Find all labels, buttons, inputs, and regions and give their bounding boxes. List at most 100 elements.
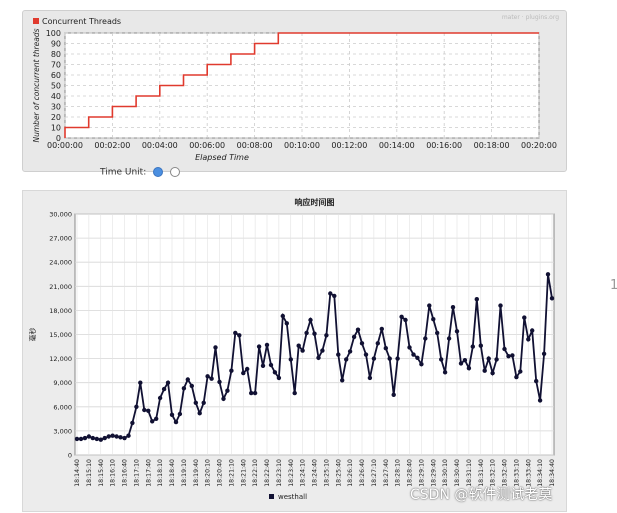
data-point xyxy=(514,374,519,380)
x-tick-label: 18:16:10 xyxy=(110,459,117,487)
data-point xyxy=(462,358,468,363)
data-point xyxy=(403,317,408,323)
data-point xyxy=(427,303,432,308)
data-point xyxy=(324,333,329,338)
data-point xyxy=(355,327,361,332)
x-tick-label: 18:22:40 xyxy=(264,459,271,487)
data-point xyxy=(260,363,266,368)
y-tick-label: 15,000 xyxy=(49,331,72,339)
x-tick-label: 18:21:40 xyxy=(240,459,247,487)
x-tick-label: 18:33:10 xyxy=(513,459,520,487)
data-point xyxy=(106,434,111,439)
data-point xyxy=(157,395,163,401)
data-point xyxy=(213,345,218,350)
data-point xyxy=(545,272,551,277)
x-tick-label: 18:27:10 xyxy=(371,459,378,487)
data-point xyxy=(205,374,210,379)
data-point xyxy=(312,331,317,336)
x-tick-label: 00:16:00 xyxy=(426,141,462,150)
data-point xyxy=(391,392,396,397)
x-tick-label: 00:18:00 xyxy=(474,141,510,150)
data-point xyxy=(383,346,388,351)
x-tick-label: 18:24:40 xyxy=(312,459,319,487)
x-tick-label: 18:29:10 xyxy=(418,459,425,487)
data-point xyxy=(94,436,100,442)
y-axis-label: 毫秒 xyxy=(28,328,37,342)
x-tick-label: 18:26:40 xyxy=(359,459,366,487)
data-point xyxy=(276,375,282,381)
data-point xyxy=(332,293,337,299)
data-point xyxy=(359,341,365,346)
x-tick-label: 18:15:40 xyxy=(98,459,105,487)
y-tick-label: 27,000 xyxy=(49,235,72,243)
x-tick-label: 18:34:40 xyxy=(549,459,556,487)
data-point xyxy=(114,434,119,439)
data-point xyxy=(435,330,440,336)
data-point xyxy=(494,357,499,362)
data-point xyxy=(541,351,547,356)
legend-swatch xyxy=(33,18,39,24)
data-point xyxy=(146,408,151,413)
data-point xyxy=(379,326,384,332)
data-point xyxy=(150,419,155,424)
data-point xyxy=(193,400,198,405)
data-point xyxy=(367,375,373,381)
data-point xyxy=(340,378,345,383)
data-point xyxy=(375,341,380,346)
data-point xyxy=(351,334,357,340)
data-point xyxy=(245,366,250,372)
x-tick-label: 18:18:40 xyxy=(169,459,176,487)
data-point xyxy=(86,434,92,439)
data-point xyxy=(300,348,305,353)
data-point xyxy=(90,435,96,441)
y-tick-label: 12,000 xyxy=(49,355,72,363)
legend-label: westhall xyxy=(278,493,307,501)
data-point xyxy=(419,362,424,367)
data-point xyxy=(474,297,479,302)
x-tick-label: 18:33:40 xyxy=(525,459,532,487)
data-point xyxy=(280,313,285,319)
data-point xyxy=(233,330,238,336)
time-unit-label: Time Unit: xyxy=(100,167,147,178)
data-point xyxy=(292,390,297,396)
y-tick-label: 24,000 xyxy=(49,259,72,267)
data-point xyxy=(225,388,230,393)
time-unit-radio-unselected[interactable] xyxy=(170,167,180,177)
threads-chart-panel: 0 10 20 30 40 50 60 70 80 90 100 00:00:00 00:02:00 00… xyxy=(22,10,567,172)
data-point xyxy=(442,370,448,375)
data-point xyxy=(490,370,495,376)
x-tick-label: 18:22:10 xyxy=(252,459,259,487)
y-tick-label: 20 xyxy=(51,113,61,122)
data-point xyxy=(169,412,175,417)
x-tick-label: 18:29:40 xyxy=(430,459,437,487)
x-tick-label: 00:14:00 xyxy=(379,141,415,150)
data-point xyxy=(482,368,487,373)
data-point xyxy=(470,344,475,349)
data-point xyxy=(522,315,527,320)
y-tick-label: 30,000 xyxy=(49,211,72,219)
x-tick-label: 00:08:00 xyxy=(237,141,273,150)
chart-title: 响应时间图 xyxy=(295,197,335,207)
legend-label: Concurrent Threads xyxy=(42,17,121,26)
data-point xyxy=(415,355,420,360)
data-point xyxy=(304,330,309,336)
side-mark: 1 xyxy=(610,278,617,293)
data-point xyxy=(110,433,115,438)
data-point xyxy=(138,380,143,385)
y-tick-label: 6,000 xyxy=(53,403,72,411)
x-tick-label: 00:06:00 xyxy=(189,141,225,150)
y-tick-label: 40 xyxy=(51,92,61,101)
data-point xyxy=(126,433,131,438)
data-point xyxy=(530,328,535,333)
time-unit-radio-selected[interactable] xyxy=(153,167,164,177)
data-point xyxy=(165,380,171,385)
data-point xyxy=(478,343,483,348)
x-tick-label: 18:32:10 xyxy=(490,459,497,487)
x-tick-label: 18:28:10 xyxy=(395,459,402,487)
x-tick-label: 18:20:40 xyxy=(217,459,224,487)
data-point xyxy=(407,345,412,350)
y-tick-label: 0 xyxy=(68,452,72,460)
data-point xyxy=(347,349,353,354)
data-point xyxy=(526,337,531,342)
